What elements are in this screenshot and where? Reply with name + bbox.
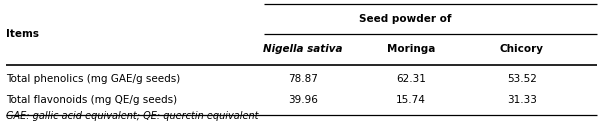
Text: GAE: gallic acid equivalent; QE: querctin equivalent: GAE: gallic acid equivalent; QE: quercti… [6, 111, 259, 121]
Text: 62.31: 62.31 [396, 74, 426, 84]
Text: 31.33: 31.33 [507, 95, 537, 105]
Text: Total flavonoids (mg QE/g seeds): Total flavonoids (mg QE/g seeds) [6, 95, 177, 105]
Text: 39.96: 39.96 [288, 95, 318, 105]
Text: Moringa: Moringa [387, 44, 435, 54]
Text: Total phenolics (mg GAE/g seeds): Total phenolics (mg GAE/g seeds) [6, 74, 180, 84]
Text: Seed powder of: Seed powder of [359, 14, 451, 24]
Text: Nigella sativa: Nigella sativa [263, 44, 343, 54]
Text: Items: Items [6, 29, 39, 39]
Text: 15.74: 15.74 [396, 95, 426, 105]
Text: 53.52: 53.52 [507, 74, 537, 84]
Text: 78.87: 78.87 [288, 74, 318, 84]
Text: Chicory: Chicory [500, 44, 544, 54]
